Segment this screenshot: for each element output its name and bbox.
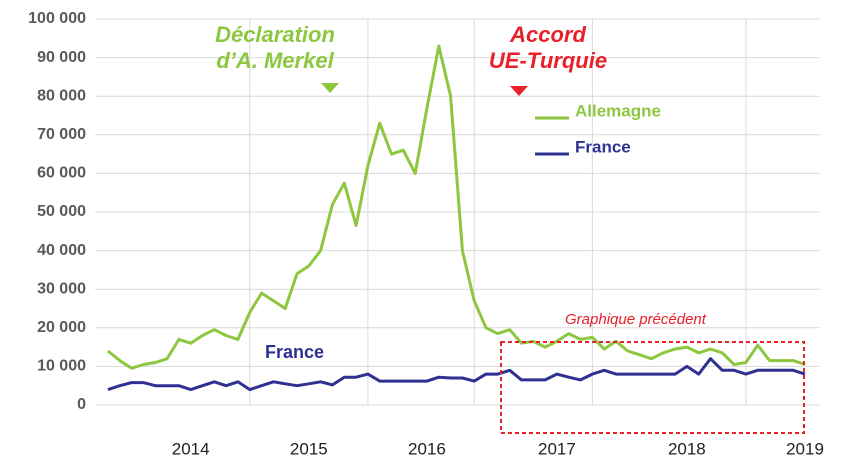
x-tick-label: 2017 <box>538 439 576 458</box>
marker-triangle <box>321 83 339 93</box>
x-tick-label: 2018 <box>668 439 706 458</box>
y-tick-label: 100 000 <box>28 10 86 27</box>
y-tick-label: 80 000 <box>37 87 86 104</box>
annotation: d’A. Merkel <box>216 48 334 73</box>
y-tick-label: 50 000 <box>37 203 86 220</box>
y-tick-label: 60 000 <box>37 165 86 182</box>
y-tick-label: 0 <box>77 396 86 413</box>
legend-label: France <box>575 137 631 156</box>
y-tick-label: 40 000 <box>37 242 86 259</box>
y-tick-label: 10 000 <box>37 358 86 375</box>
y-tick-label: 30 000 <box>37 280 86 297</box>
annotation: UE-Turquie <box>489 48 607 73</box>
annotation: France <box>265 342 324 362</box>
x-tick-label: 2014 <box>172 439 210 458</box>
x-tick-label: 2016 <box>408 439 446 458</box>
series-line <box>107 44 806 370</box>
annotation: Accord <box>509 22 586 47</box>
y-tick-label: 90 000 <box>37 49 86 66</box>
x-tick-label: 2019 <box>786 439 824 458</box>
annotation: Graphique précédent <box>565 311 707 328</box>
marker-triangle <box>510 86 528 96</box>
y-tick-label: 70 000 <box>37 126 86 143</box>
highlight-box <box>500 341 805 434</box>
annotation: Déclaration <box>215 22 335 47</box>
x-tick-label: 2015 <box>290 439 328 458</box>
y-tick-label: 20 000 <box>37 319 86 336</box>
legend-label: Allemagne <box>575 101 661 120</box>
series-line <box>107 357 806 392</box>
